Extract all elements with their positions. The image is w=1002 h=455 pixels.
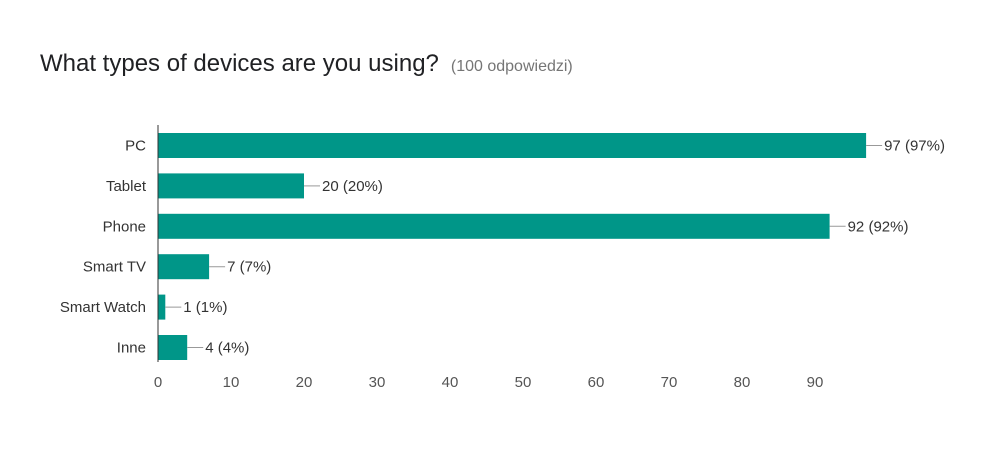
x-tick-label-8: 80 (734, 374, 751, 391)
x-tick-label-1: 10 (223, 374, 240, 391)
category-label-1: Tablet (106, 178, 147, 195)
category-label-4: Smart Watch (60, 299, 146, 316)
x-tick-label-4: 40 (442, 374, 459, 391)
x-tick-label-2: 20 (296, 374, 313, 391)
x-tick-label-0: 0 (154, 374, 162, 391)
chart-header: What types of devices are you using? (10… (40, 50, 573, 78)
category-label-5: Inne (117, 340, 146, 357)
data-label-4: 1 (1%) (183, 299, 227, 316)
chart-title: What types of devices are you using? (40, 50, 439, 77)
category-label-3: Smart TV (83, 259, 146, 276)
axis-layer: 0 10 20 30 40 50 60 70 80 90 (154, 125, 824, 391)
bars-layer (158, 133, 867, 360)
data-label-0: 97 (97%) (884, 138, 945, 155)
bar-0 (158, 133, 867, 158)
x-tick-label-9: 90 (807, 374, 824, 391)
response-count: (100 odpowiedzi) (450, 58, 573, 75)
x-tick-label-6: 60 (588, 374, 605, 391)
x-tick-label-3: 30 (369, 374, 386, 391)
category-label-2: Phone (103, 218, 146, 235)
bar-4 (158, 294, 166, 320)
data-label-5: 4 (4%) (205, 340, 249, 357)
x-tick-label-5: 50 (515, 374, 532, 391)
bar-5 (158, 335, 188, 360)
data-label-3: 7 (7%) (227, 259, 271, 276)
bar-1 (158, 173, 304, 199)
category-label-0: PC (125, 138, 146, 155)
labels-layer: PC 97 (97%) Tablet 20 (20%) Phone 92 (92%) Sma… (60, 138, 945, 357)
bar-2 (158, 213, 830, 239)
x-tick-label-7: 70 (661, 374, 678, 391)
data-label-2: 92 (92%) (848, 218, 909, 235)
data-label-1: 20 (20%) (322, 178, 383, 195)
bar-3 (158, 254, 210, 280)
